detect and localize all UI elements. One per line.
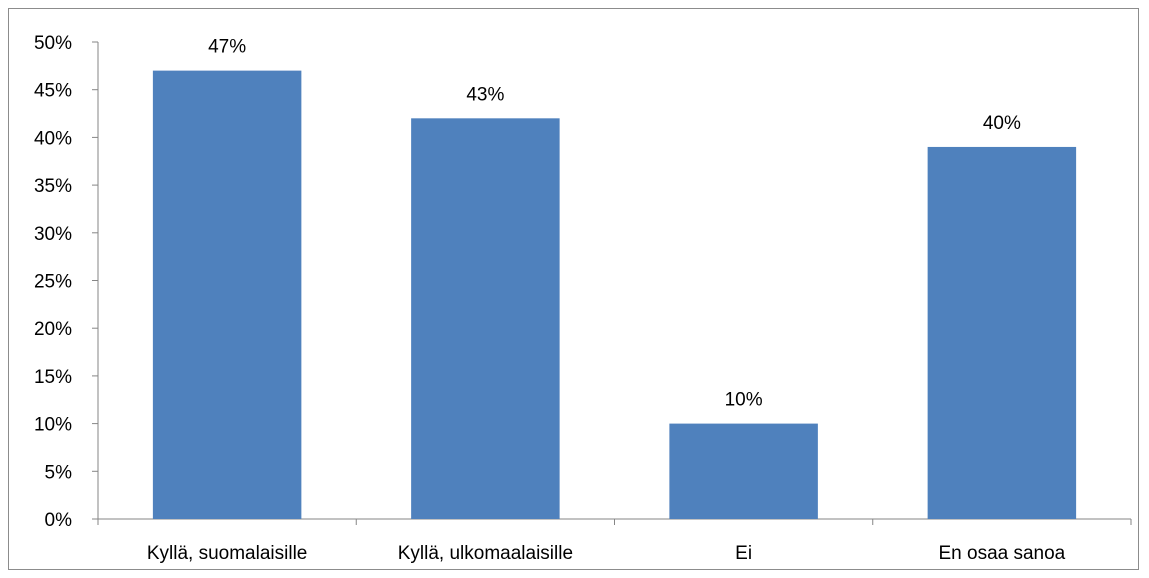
data-label: 40% xyxy=(983,113,1021,134)
y-tick-label: 20% xyxy=(34,319,72,340)
bar xyxy=(669,423,818,519)
category-label: En osaa sanoa xyxy=(938,543,1065,564)
bar xyxy=(927,146,1077,519)
category-label: Ei xyxy=(735,543,752,564)
category-labels: Kyllä, suomalaisille Kyllä, ulkomaalaisil… xyxy=(147,543,1066,564)
y-tick-label: 30% xyxy=(34,224,72,245)
category-label: Kyllä, ulkomaalaisille xyxy=(398,543,573,564)
y-tick-label: 40% xyxy=(34,128,72,149)
y-tick-label: 35% xyxy=(34,176,72,197)
data-label: 43% xyxy=(466,84,504,105)
y-tick-label: 45% xyxy=(34,81,72,102)
category-label: Kyllä, suomalaisille xyxy=(147,543,308,564)
y-tick-label: 50% xyxy=(34,33,72,54)
data-label: 10% xyxy=(725,390,763,411)
data-labels: 47% 43% 10% 40% xyxy=(208,37,1021,411)
bar xyxy=(411,118,560,519)
x-axis xyxy=(97,518,1132,525)
bars xyxy=(152,70,1077,520)
bar xyxy=(152,70,302,520)
y-tick-label: 15% xyxy=(34,367,72,388)
y-tick-label: 5% xyxy=(45,462,73,483)
y-tick-label: 25% xyxy=(34,272,72,293)
data-label: 47% xyxy=(208,37,246,58)
y-tick-label: 10% xyxy=(34,415,72,436)
y-axis: 0% 5% 10% 15% 20% 25% 30% 35% 40% 45% 50% xyxy=(34,33,99,531)
y-tick-label: 0% xyxy=(45,510,73,531)
